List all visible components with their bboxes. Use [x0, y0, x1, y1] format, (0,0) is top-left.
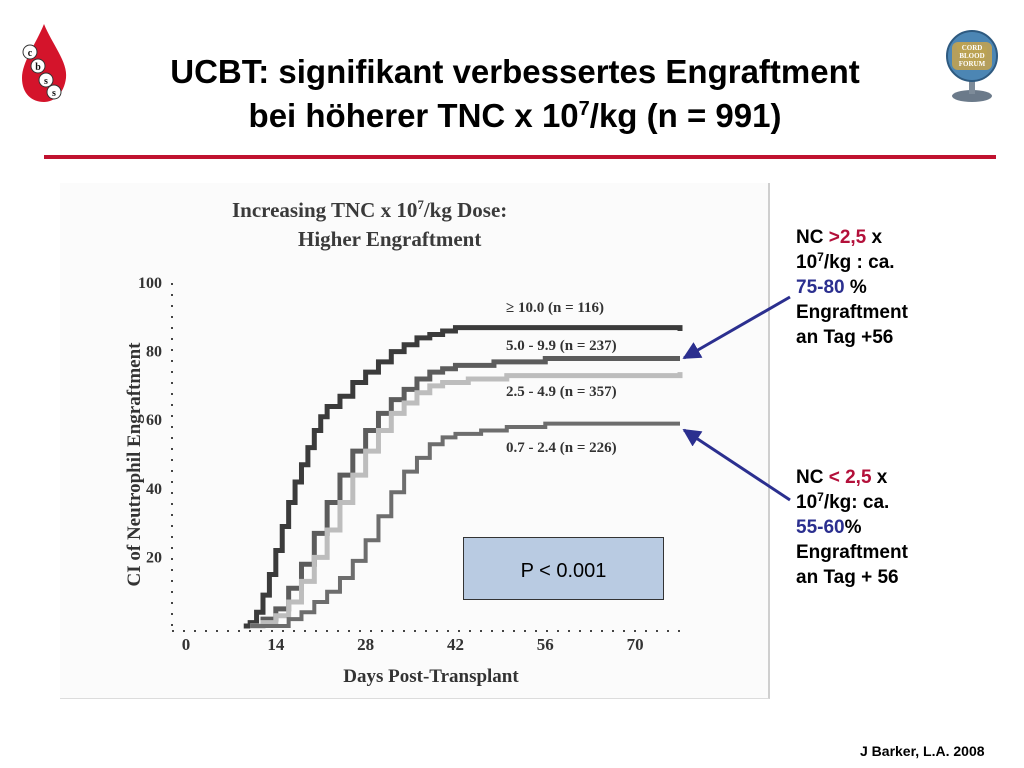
- note-high-dose: NC >2,5 x 107/kg : ca. 75-80 % Engraftme…: [796, 225, 908, 350]
- globe-logo-line-1: CORD: [962, 44, 983, 52]
- globe-logo-line-3: FORUM: [959, 60, 986, 68]
- figure-title-suffix: /kg Dose:: [423, 198, 508, 222]
- figure-title-text: Increasing TNC x 10: [232, 198, 418, 222]
- note-high-prefix: NC: [796, 227, 829, 248]
- logo-letter-4: s: [52, 88, 56, 99]
- note-high-percent: %: [844, 277, 867, 298]
- note-low-range: 55-60: [796, 517, 845, 538]
- note-low-day: an Tag + 56: [796, 567, 899, 588]
- slide-title-line2: bei höherer TNC x 107/kg (n = 991): [70, 94, 960, 138]
- note-high-range: 75-80: [796, 277, 845, 298]
- note-low-prefix: NC: [796, 467, 829, 488]
- figure-title: Increasing TNC x 107/kg Dose: Higher Eng…: [232, 196, 632, 254]
- logo-letter-1: c: [28, 48, 33, 59]
- globe-logo-line-2: BLOOD: [959, 52, 984, 60]
- note-low-base: 10: [796, 492, 818, 513]
- title-line2-exponent: 7: [578, 98, 590, 120]
- note-high-unit: /kg : ca.: [823, 252, 895, 273]
- note-low-exponent: 7: [817, 490, 824, 504]
- title-divider: [44, 155, 996, 159]
- note-low-threshold: < 2,5: [828, 467, 872, 488]
- title-line2-suffix: /kg (n = 991): [589, 97, 782, 134]
- note-high-suffix: x: [866, 227, 883, 248]
- note-low-dose: NC < 2,5 x 107/kg: ca. 55-60% Engraftmen…: [796, 465, 908, 590]
- figure-title-line1: Increasing TNC x 107/kg Dose:: [232, 196, 632, 225]
- p-value-box: P < 0.001: [463, 537, 664, 600]
- note-low-percent: %: [844, 517, 862, 538]
- note-high-exponent: 7: [817, 250, 824, 264]
- note-high-day: an Tag +56: [796, 327, 894, 348]
- note-low-suffix: x: [871, 467, 888, 488]
- slide-title-line1: UCBT: signifikant verbessertes Engraftme…: [170, 53, 860, 90]
- figure-title-exponent: 7: [417, 197, 424, 212]
- slide-title: UCBT: signifikant verbessertes Engraftme…: [70, 50, 960, 138]
- scanned-figure-panel: [60, 183, 770, 699]
- cord-blood-forum-globe-icon: CORD BLOOD FORUM: [946, 30, 998, 102]
- note-high-threshold: >2,5: [828, 227, 867, 248]
- figure-title-line2: Higher Engraftment: [298, 227, 482, 251]
- blood-drop-logo-icon: c b s s: [22, 24, 67, 102]
- note-low-unit: /kg: ca.: [823, 492, 890, 513]
- note-low-engraftment: Engraftment: [796, 542, 908, 563]
- logo-letter-3: s: [44, 76, 48, 87]
- source-credit: J Barker, L.A. 2008: [860, 743, 985, 759]
- logo-letter-2: b: [35, 62, 41, 73]
- note-high-engraftment: Engraftment: [796, 302, 908, 323]
- title-line2-text: bei höherer TNC x 10: [248, 97, 579, 134]
- note-high-base: 10: [796, 252, 818, 273]
